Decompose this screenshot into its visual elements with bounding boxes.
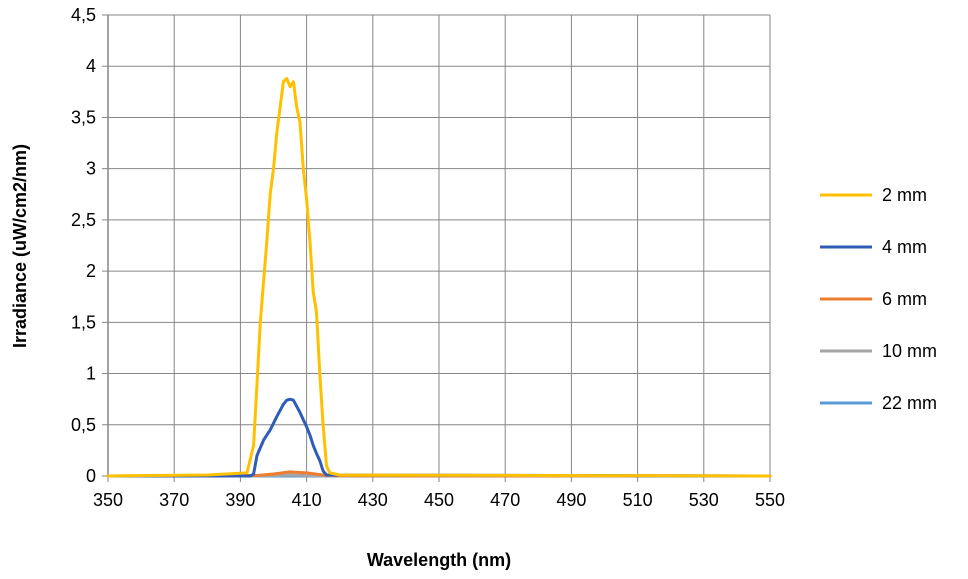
gridlines [108,14,771,476]
y-tick-label: 0 [86,466,96,486]
x-tick-label: 490 [556,490,586,510]
x-tick-label: 350 [93,490,123,510]
y-tick-label: 1 [86,364,96,384]
x-tick-label: 410 [292,490,322,510]
x-tick-label: 450 [424,490,454,510]
x-tick-label: 370 [159,490,189,510]
x-tick-label: 510 [623,490,653,510]
legend-label: 22 mm [882,393,937,413]
x-tick-label: 550 [755,490,785,510]
y-tick-labels: 0 0,5 1 1,5 2 2,5 3 3,5 4 4,5 [71,5,108,486]
x-tick-label: 530 [689,490,719,510]
series-line [106,397,772,478]
series-line [106,77,772,478]
y-tick-label: 2 [86,261,96,281]
legend-label: 2 mm [882,185,927,205]
legend-label: 4 mm [882,237,927,257]
y-tick-label: 4 [86,56,96,76]
x-tick-labels: 350 370 390 410 430 450 470 490 510 530 550 [93,476,785,510]
y-axis-label: Irradiance (uW/cm2/nm) [10,144,30,348]
y-tick-label: 4,5 [71,5,96,25]
legend-label: 10 mm [882,341,937,361]
x-tick-label: 390 [225,490,255,510]
legend: 2 mm 4 mm 6 mm 10 mm 22 mm [820,185,937,413]
y-tick-label: 3 [86,159,96,179]
y-tick-label: 1,5 [71,312,96,332]
x-tick-label: 470 [490,490,520,510]
legend-label: 6 mm [882,289,927,309]
series-lines [106,77,772,478]
y-tick-label: 3,5 [71,107,96,127]
y-tick-label: 2,5 [71,210,96,230]
x-axis-label: Wavelength (nm) [367,550,511,570]
x-tick-label: 430 [358,490,388,510]
y-tick-label: 0,5 [71,415,96,435]
